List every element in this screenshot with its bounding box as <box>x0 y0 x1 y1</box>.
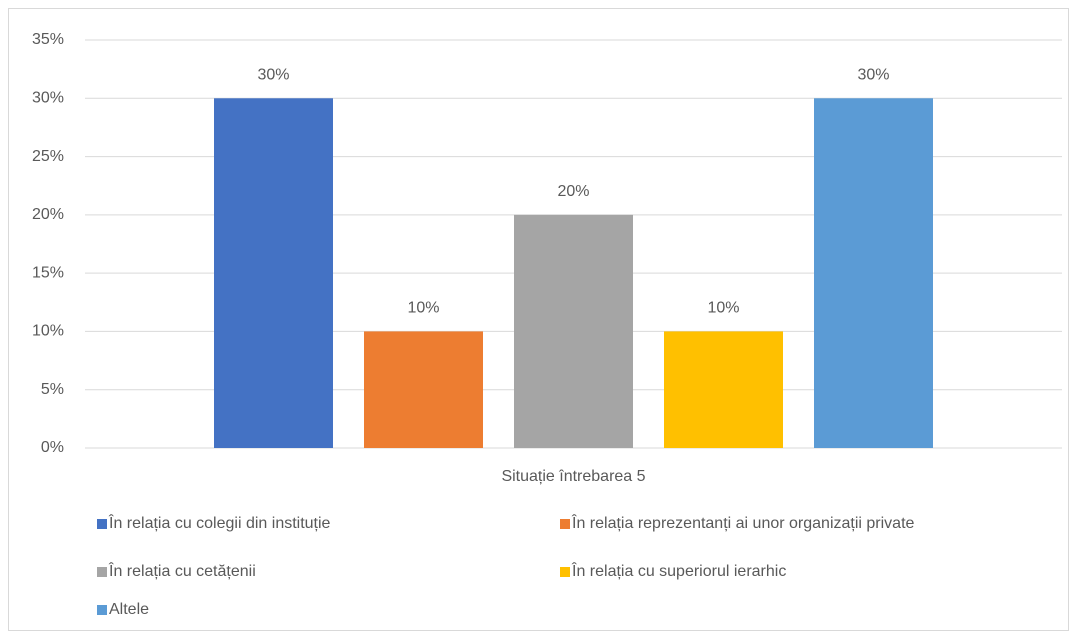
legend-swatch <box>97 567 107 577</box>
bar <box>514 214 633 448</box>
legend-label: În relația cu superiorul ierarhic <box>571 561 786 580</box>
legend-swatch <box>560 567 570 577</box>
data-label: 30% <box>257 67 289 84</box>
y-tick-label: 30% <box>32 90 64 107</box>
data-label: 30% <box>857 67 889 84</box>
y-tick-label: 0% <box>41 439 64 456</box>
data-label: 10% <box>707 300 739 317</box>
legend-label: Altele <box>109 601 149 618</box>
y-tick-label: 20% <box>32 206 64 223</box>
data-label: 20% <box>557 183 589 200</box>
bar <box>814 98 933 449</box>
legend-swatch <box>97 605 107 615</box>
x-tick-label: Situație întrebarea 5 <box>501 468 645 485</box>
legend-label: În relația reprezentanți ai unor organiz… <box>571 513 915 532</box>
y-tick-label: 25% <box>32 148 64 165</box>
y-tick-label: 35% <box>32 31 64 48</box>
y-tick-label: 15% <box>32 264 64 281</box>
bar <box>664 331 783 448</box>
data-label: 10% <box>407 300 439 317</box>
y-tick-label: 10% <box>32 323 64 340</box>
legend-swatch <box>560 519 570 529</box>
bar <box>214 98 333 449</box>
y-tick-label: 5% <box>41 381 64 398</box>
legend-label: În relația cu colegii din instituție <box>108 513 331 532</box>
legend-label: În relația cu cetățenii <box>108 561 256 580</box>
legend-swatch <box>97 519 107 529</box>
bar <box>364 331 483 448</box>
